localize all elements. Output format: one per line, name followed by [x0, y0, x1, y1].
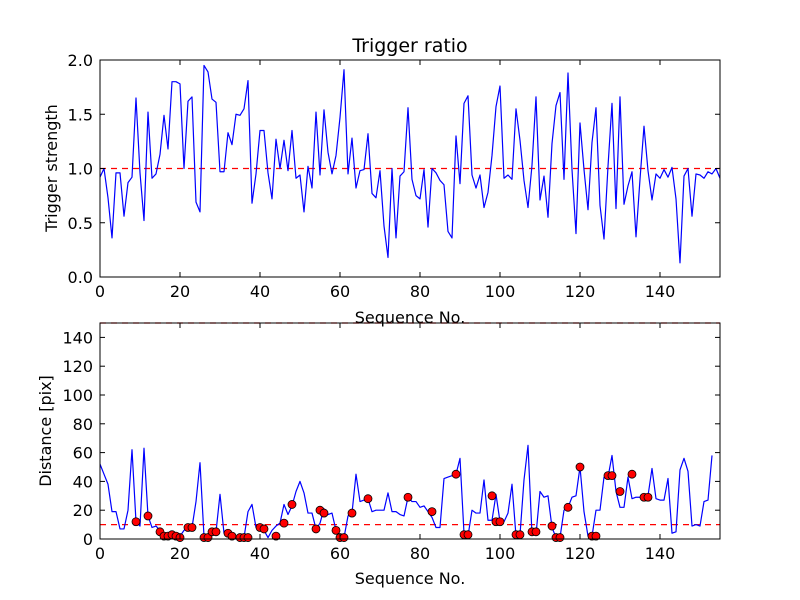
bottom-series-line — [99, 444, 713, 539]
bottom-y-tick-label: 20 — [73, 501, 93, 520]
top-series-layer — [99, 64, 721, 264]
bottom-y-tick-label: 100 — [62, 386, 93, 405]
bottom-y-tick-label: 140 — [62, 328, 93, 347]
top-series-line — [99, 64, 721, 264]
bottom-flagged-point — [495, 517, 505, 527]
top-x-tick-label: 100 — [485, 282, 516, 301]
top-ticks-layer: 0 20 40 60 80 100 120 140 0.0 0.5 1.0 1.5 2.0 — [68, 51, 720, 301]
distance-subplot: 0 20 40 60 80 100 120 140 0 20 40 60 80 100 120 140 Seq… — [36, 322, 721, 588]
bottom-flagged-point — [563, 502, 573, 512]
top-chart-title: Trigger ratio — [351, 35, 467, 57]
bottom-flagged-point — [531, 527, 541, 537]
bottom-plot-frame — [99, 322, 721, 540]
bottom-flagged-point — [287, 500, 297, 509]
bottom-x-tick-label: 100 — [485, 544, 516, 563]
top-x-tick-label: 80 — [410, 282, 430, 301]
bottom-ticks-layer: 0 20 40 60 80 100 120 140 0 20 40 60 80 100 120 140 — [62, 323, 720, 563]
bottom-flagged-point — [271, 531, 281, 541]
bottom-flagged-point — [331, 525, 341, 535]
bottom-x-tick-label: 0 — [95, 544, 105, 563]
top-x-tick-label: 60 — [330, 282, 350, 301]
bottom-flagged-point — [311, 524, 321, 534]
bottom-flagged-point — [615, 487, 625, 496]
bottom-y-axis-label: Distance [pix] — [36, 375, 55, 487]
bottom-flagged-point — [143, 511, 153, 521]
bottom-flagged-point — [427, 507, 437, 517]
bottom-y-tick-label: 40 — [73, 472, 93, 491]
bottom-x-tick-label: 60 — [330, 544, 350, 563]
bottom-flagged-point — [187, 523, 197, 532]
bottom-x-tick-label: 140 — [645, 544, 676, 563]
top-y-tick-label: 0.5 — [68, 214, 93, 233]
bottom-flagged-point — [547, 521, 557, 531]
trigger-ratio-subplot: Trigger ratio 0 20 40 60 80 100 120 140 0.0 0.5 1.… — [42, 35, 721, 327]
bottom-flagged-point — [259, 524, 269, 534]
bottom-y-tick-label: 120 — [62, 357, 93, 376]
bottom-flagged-point — [627, 469, 637, 479]
bottom-y-tick-label: 0 — [83, 530, 93, 549]
bottom-flagged-point — [243, 533, 253, 542]
bottom-flagged-point — [279, 518, 289, 528]
bottom-flagged-point — [363, 494, 373, 504]
bottom-flagged-point — [487, 491, 497, 501]
top-y-tick-label: 2.0 — [68, 51, 93, 70]
bottom-flagged-point — [347, 508, 357, 518]
bottom-flagged-point — [211, 527, 221, 537]
bottom-flagged-point — [515, 530, 525, 540]
bottom-flagged-point — [339, 533, 349, 542]
bottom-flagged-point — [575, 462, 585, 472]
bottom-flagged-point — [591, 531, 601, 541]
bottom-flagged-point — [555, 533, 565, 542]
top-y-tick-label: 0.0 — [68, 268, 93, 287]
top-x-tick-label: 120 — [565, 282, 596, 301]
bottom-flagged-point — [463, 530, 473, 540]
bottom-y-tick-label: 80 — [73, 415, 93, 434]
bottom-x-tick-label: 80 — [410, 544, 430, 563]
top-y-tick-label: 1.5 — [68, 105, 93, 124]
bottom-x-tick-label: 40 — [250, 544, 270, 563]
top-x-tick-label: 0 — [95, 282, 105, 301]
top-x-axis-label: Sequence No. — [355, 308, 466, 327]
bottom-flagged-point — [131, 517, 141, 527]
bottom-flagged-point — [643, 492, 653, 502]
bottom-flagged-point — [451, 469, 461, 479]
top-x-tick-label: 20 — [170, 282, 190, 301]
bottom-flagged-point — [607, 471, 617, 481]
bottom-flagged-point — [319, 508, 329, 518]
bottom-flagged-point — [403, 492, 413, 502]
top-y-tick-label: 1.0 — [68, 160, 93, 179]
bottom-x-tick-label: 120 — [565, 544, 596, 563]
bottom-x-axis-label: Sequence No. — [355, 569, 466, 588]
bottom-x-tick-label: 20 — [170, 544, 190, 563]
top-y-axis-label: Trigger strength — [42, 104, 61, 233]
top-x-tick-label: 140 — [645, 282, 676, 301]
top-x-tick-label: 40 — [250, 282, 270, 301]
bottom-y-tick-label: 60 — [73, 444, 93, 463]
